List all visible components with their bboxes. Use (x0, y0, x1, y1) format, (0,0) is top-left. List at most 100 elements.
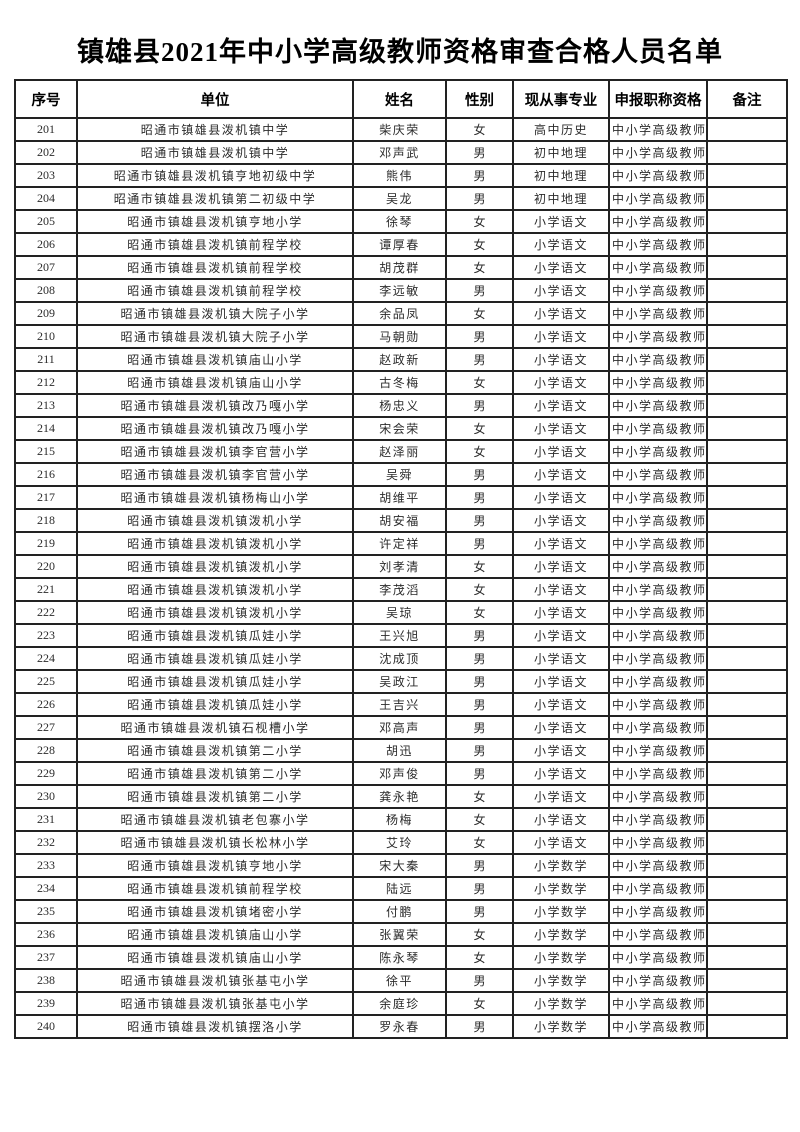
name-cell: 宋会荣 (352, 416, 447, 441)
name-cell: 邓声俊 (352, 761, 447, 786)
gender-cell: 男 (445, 393, 514, 418)
major-cell: 小学语文 (512, 830, 610, 855)
table-row: 212 昭通市镇雄县泼机镇庙山小学 古冬梅女小学语文 中小学高级教师 (14, 370, 788, 395)
row-no-cell: 240 (14, 1014, 78, 1039)
unit-cell: 昭通市镇雄县泼机镇张基屯小学 (76, 968, 354, 993)
qualification-cell: 中小学高级教师 (608, 485, 708, 510)
unit-cell: 昭通市镇雄县泼机镇第二小学 (76, 738, 354, 763)
gender-cell: 男 (445, 186, 514, 211)
row-no-cell: 219 (14, 531, 78, 556)
name-cell: 陈永琴 (352, 945, 447, 970)
row-no-cell: 238 (14, 968, 78, 993)
table-row: 224 昭通市镇雄县泼机镇瓜娃小学 沈成顶男小学语文 中小学高级教师 (14, 646, 788, 671)
col-header-qualification: 申报职称资格 (608, 79, 708, 119)
name-cell: 罗永春 (352, 1014, 447, 1039)
remark-cell (706, 255, 788, 280)
row-no-cell: 206 (14, 232, 78, 257)
qualification-cell: 中小学高级教师 (608, 577, 708, 602)
major-cell: 小学语文 (512, 209, 610, 234)
table-row: 239 昭通市镇雄县泼机镇张基屯小学 余庭珍女小学数学 中小学高级教师 (14, 991, 788, 1016)
qualification-cell: 中小学高级教师 (608, 278, 708, 303)
gender-cell: 女 (445, 209, 514, 234)
major-cell: 小学语文 (512, 416, 610, 441)
qualification-cell: 中小学高级教师 (608, 301, 708, 326)
remark-cell (706, 646, 788, 671)
name-cell: 王兴旭 (352, 623, 447, 648)
name-cell: 赵泽丽 (352, 439, 447, 464)
remark-cell (706, 899, 788, 924)
table-row: 211 昭通市镇雄县泼机镇庙山小学 赵政新男小学语文 中小学高级教师 (14, 347, 788, 372)
row-no-cell: 230 (14, 784, 78, 809)
page-title: 镇雄县2021年中小学高级教师资格审查合格人员名单 (77, 37, 723, 67)
row-no-cell: 203 (14, 163, 78, 188)
gender-cell: 男 (445, 899, 514, 924)
major-cell: 小学数学 (512, 853, 610, 878)
name-cell: 杨忠义 (352, 393, 447, 418)
major-cell: 小学语文 (512, 623, 610, 648)
major-cell: 小学数学 (512, 968, 610, 993)
table-row: 227 昭通市镇雄县泼机镇石枧槽小学 邓高声男小学语文 中小学高级教师 (14, 715, 788, 740)
qualification-cell: 中小学高级教师 (608, 623, 708, 648)
unit-cell: 昭通市镇雄县泼机镇泼机小学 (76, 600, 354, 625)
remark-cell (706, 324, 788, 349)
table-row: 229 昭通市镇雄县泼机镇第二小学 邓声俊男小学语文 中小学高级教师 (14, 761, 788, 786)
remark-cell (706, 186, 788, 211)
unit-cell: 昭通市镇雄县泼机镇亨地小学 (76, 853, 354, 878)
major-cell: 初中地理 (512, 163, 610, 188)
row-no-cell: 220 (14, 554, 78, 579)
qualification-cell: 中小学高级教师 (608, 991, 708, 1016)
gender-cell: 男 (445, 531, 514, 556)
major-cell: 小学语文 (512, 646, 610, 671)
remark-cell (706, 416, 788, 441)
remark-cell (706, 347, 788, 372)
name-cell: 李茂滔 (352, 577, 447, 602)
table-row: 208 昭通市镇雄县泼机镇前程学校 李远敏男小学语文 中小学高级教师 (14, 278, 788, 303)
document-page: 镇雄县2021年中小学高级教师资格审查合格人员名单 序号 单位 姓名 性别 现从事专业申… (14, 37, 788, 1039)
remark-cell (706, 278, 788, 303)
row-no-cell: 239 (14, 991, 78, 1016)
major-cell: 小学语文 (512, 761, 610, 786)
name-cell: 吴政江 (352, 669, 447, 694)
unit-cell: 昭通市镇雄县泼机镇改乃嘎小学 (76, 393, 354, 418)
gender-cell: 男 (445, 623, 514, 648)
unit-cell: 昭通市镇雄县泼机镇李官营小学 (76, 439, 354, 464)
qualification-cell: 中小学高级教师 (608, 784, 708, 809)
name-cell: 马朝勋 (352, 324, 447, 349)
unit-cell: 昭通市镇雄县泼机镇老包寨小学 (76, 807, 354, 832)
qualification-cell: 中小学高级教师 (608, 738, 708, 763)
gender-cell: 男 (445, 738, 514, 763)
qualification-cell: 中小学高级教师 (608, 1014, 708, 1039)
row-no-cell: 201 (14, 117, 78, 142)
gender-cell: 女 (445, 807, 514, 832)
name-cell: 宋大秦 (352, 853, 447, 878)
name-cell: 邓声武 (352, 140, 447, 165)
qualification-cell: 中小学高级教师 (608, 876, 708, 901)
gender-cell: 女 (445, 945, 514, 970)
qualification-cell: 中小学高级教师 (608, 968, 708, 993)
gender-cell: 女 (445, 232, 514, 257)
row-no-cell: 223 (14, 623, 78, 648)
row-no-cell: 221 (14, 577, 78, 602)
unit-cell: 昭通市镇雄县泼机镇第二初级中学 (76, 186, 354, 211)
major-cell: 小学语文 (512, 232, 610, 257)
qualification-cell: 中小学高级教师 (608, 531, 708, 556)
table-row: 221 昭通市镇雄县泼机镇泼机小学 李茂滔女小学语文 中小学高级教师 (14, 577, 788, 602)
remark-cell (706, 876, 788, 901)
unit-cell: 昭通市镇雄县泼机镇第二小学 (76, 784, 354, 809)
unit-cell: 昭通市镇雄县泼机镇改乃嘎小学 (76, 416, 354, 441)
table-row: 206 昭通市镇雄县泼机镇前程学校 谭厚春女小学语文 中小学高级教师 (14, 232, 788, 257)
col-header-major: 现从事专业 (512, 79, 610, 119)
row-no-cell: 214 (14, 416, 78, 441)
name-cell: 胡迅 (352, 738, 447, 763)
table-row: 234 昭通市镇雄县泼机镇前程学校 陆远男小学数学 中小学高级教师 (14, 876, 788, 901)
major-cell: 高中历史 (512, 117, 610, 142)
qualification-cell: 中小学高级教师 (608, 140, 708, 165)
major-cell: 小学语文 (512, 508, 610, 533)
unit-cell: 昭通市镇雄县泼机镇堵密小学 (76, 899, 354, 924)
unit-cell: 昭通市镇雄县泼机镇大院子小学 (76, 324, 354, 349)
name-cell: 赵政新 (352, 347, 447, 372)
gender-cell: 男 (445, 761, 514, 786)
table-row: 226 昭通市镇雄县泼机镇瓜娃小学 王吉兴男小学语文 中小学高级教师 (14, 692, 788, 717)
name-cell: 古冬梅 (352, 370, 447, 395)
remark-cell (706, 370, 788, 395)
